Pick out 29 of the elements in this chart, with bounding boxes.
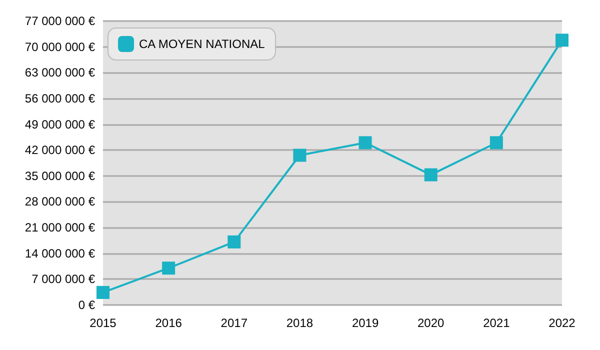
y-tick-label: 56 000 000 €: [24, 91, 96, 106]
x-tick-label: 2018: [286, 316, 314, 330]
x-tick-label: 2019: [352, 316, 379, 330]
x-tick-label: 2017: [220, 316, 248, 330]
point: [556, 34, 568, 47]
y-tick-label: 7 000 000 €: [32, 272, 96, 286]
x-tick-label: 2021: [483, 316, 510, 330]
y-tick-label: 77 000 000 €: [24, 14, 96, 28]
x-tick-label: 2015: [90, 316, 117, 330]
y-tick-label: 28 000 000 €: [24, 194, 96, 209]
y-tick-label: 49 000 000 €: [24, 117, 96, 132]
point: [490, 136, 503, 150]
y-tick-label: 63 000 000 €: [24, 66, 96, 80]
point: [96, 286, 110, 299]
point: [293, 148, 306, 162]
x-tick-label: 2022: [548, 316, 576, 330]
x-tick-label: 2020: [418, 316, 445, 330]
y-tick-label: 70 000 000 €: [24, 40, 96, 54]
y-tick-label: 0 €: [78, 298, 96, 312]
point: [424, 168, 438, 182]
y-tick-label: 42 000 000 €: [24, 143, 96, 158]
point: [162, 262, 176, 275]
point: [228, 235, 241, 248]
legend-label: CA MOYEN NATIONAL: [139, 37, 266, 51]
y-tick-label: 35 000 000 €: [24, 168, 96, 183]
y-tick-label: 21 000 000 €: [24, 220, 96, 235]
point: [358, 136, 372, 150]
x-tick-label: 2016: [155, 316, 182, 330]
y-tick-label: 14 000 000 €: [24, 246, 96, 260]
